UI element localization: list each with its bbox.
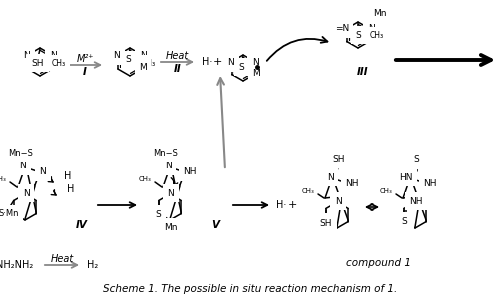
Text: N: N bbox=[24, 52, 30, 60]
Text: CH₃: CH₃ bbox=[0, 176, 6, 182]
Text: N: N bbox=[252, 58, 258, 67]
Text: CH₃: CH₃ bbox=[380, 188, 392, 194]
Text: N: N bbox=[10, 210, 16, 219]
Text: S·Mn: S·Mn bbox=[0, 209, 19, 218]
Text: N: N bbox=[40, 168, 46, 176]
Text: N: N bbox=[334, 197, 342, 205]
Text: S: S bbox=[238, 62, 244, 72]
Text: III: III bbox=[357, 67, 369, 77]
Text: N: N bbox=[368, 24, 374, 33]
Text: NH: NH bbox=[409, 197, 423, 205]
Text: Heat: Heat bbox=[166, 51, 189, 61]
Text: N: N bbox=[228, 58, 234, 67]
Text: SH: SH bbox=[333, 155, 345, 163]
Text: NH: NH bbox=[396, 218, 409, 227]
Text: V: V bbox=[211, 220, 219, 230]
Text: CH₃: CH₃ bbox=[138, 176, 151, 182]
Text: S: S bbox=[402, 217, 407, 226]
Text: N: N bbox=[322, 218, 328, 227]
Text: SH: SH bbox=[320, 219, 332, 228]
Text: S: S bbox=[125, 56, 131, 65]
Text: S: S bbox=[413, 155, 419, 165]
Text: N: N bbox=[168, 189, 174, 197]
Text: Scheme 1. The possible in situ reaction mechanism of 1.: Scheme 1. The possible in situ reaction … bbox=[103, 284, 397, 294]
Text: NH: NH bbox=[183, 168, 197, 176]
Text: Mn: Mn bbox=[164, 223, 177, 232]
Text: +: + bbox=[288, 200, 296, 210]
Text: IV: IV bbox=[76, 220, 88, 230]
Text: H: H bbox=[64, 171, 72, 181]
Text: N: N bbox=[326, 173, 334, 181]
Text: Mn: Mn bbox=[373, 9, 387, 17]
Text: NH₂NH₂: NH₂NH₂ bbox=[0, 260, 34, 270]
Text: NH: NH bbox=[345, 178, 359, 187]
Text: +: + bbox=[212, 57, 222, 67]
Text: compound 1: compound 1 bbox=[346, 258, 410, 268]
Text: CH₃: CH₃ bbox=[142, 59, 156, 67]
Text: H·: H· bbox=[276, 200, 286, 210]
Text: I: I bbox=[83, 67, 87, 77]
Text: N: N bbox=[20, 162, 26, 170]
Text: M: M bbox=[252, 70, 260, 78]
Text: N: N bbox=[22, 189, 30, 197]
Text: M: M bbox=[139, 62, 147, 72]
Text: H₂: H₂ bbox=[88, 260, 99, 270]
Text: S: S bbox=[156, 210, 162, 219]
Text: SH: SH bbox=[32, 59, 44, 67]
Text: N: N bbox=[50, 52, 56, 60]
Text: N: N bbox=[164, 162, 172, 170]
Text: HN: HN bbox=[399, 173, 413, 181]
Text: CH₃: CH₃ bbox=[369, 31, 384, 40]
Text: S: S bbox=[355, 30, 361, 39]
Text: II: II bbox=[174, 64, 182, 74]
Text: H·: H· bbox=[202, 57, 212, 67]
Text: N: N bbox=[154, 210, 161, 219]
Text: M²⁺: M²⁺ bbox=[76, 54, 94, 64]
Text: CH₃: CH₃ bbox=[301, 188, 314, 194]
Text: H: H bbox=[67, 184, 74, 194]
Text: =N: =N bbox=[334, 24, 349, 33]
Text: N: N bbox=[114, 52, 120, 60]
Text: Mn−S: Mn−S bbox=[154, 149, 178, 157]
Text: N: N bbox=[140, 52, 146, 60]
Text: Heat: Heat bbox=[50, 254, 74, 264]
Text: CH₃: CH₃ bbox=[52, 59, 66, 67]
Text: NH: NH bbox=[423, 178, 437, 187]
Text: Mn−S: Mn−S bbox=[8, 149, 34, 157]
